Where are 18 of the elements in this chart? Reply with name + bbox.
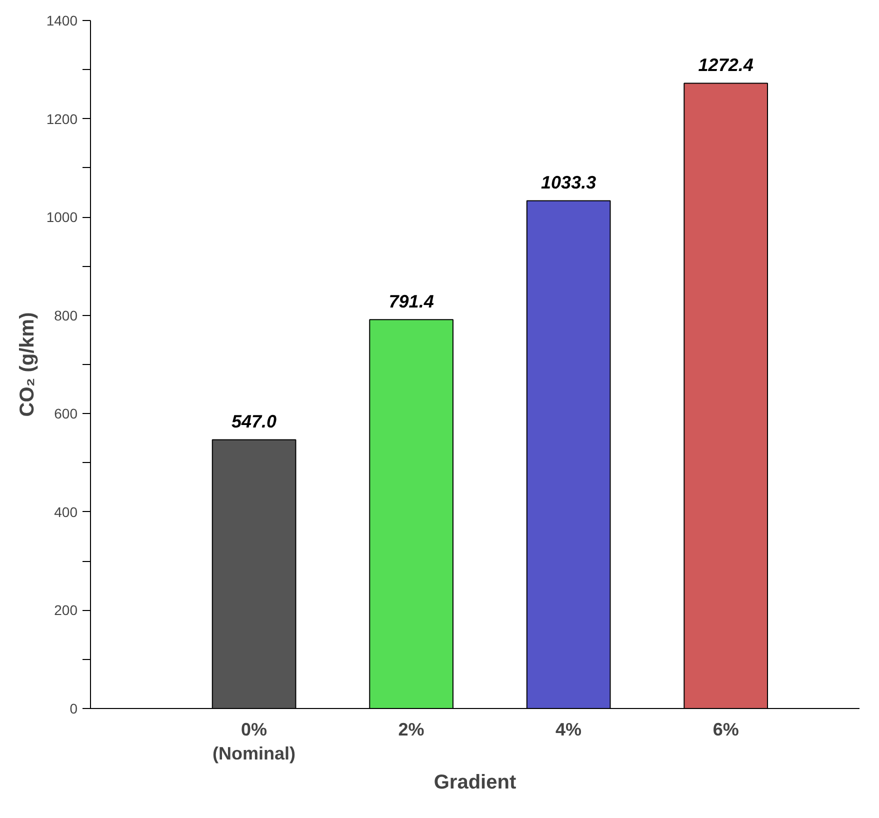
y-tick-label: 1400 [46, 12, 78, 28]
x-tick-label: 2% [398, 720, 424, 740]
data-label: 1033.3 [541, 172, 596, 193]
y-axis-title: CO₂ (g/km) [16, 312, 38, 417]
y-tick-label: 600 [54, 406, 78, 422]
y-tick-label: 200 [54, 602, 78, 618]
x-tick-label: 4% [556, 720, 582, 740]
y-tick-label: 400 [54, 504, 78, 520]
y-tick-label: 0 [70, 700, 78, 716]
x-axis-title: Gradient [434, 772, 516, 794]
data-label: 791.4 [388, 292, 434, 312]
data-label: 1272.4 [698, 55, 754, 76]
x-tick-label: 0% (Nominal) [212, 720, 296, 764]
x-tick-label: 6% [712, 720, 739, 740]
data-label: 547.0 [232, 412, 277, 432]
y-tick-label: 800 [54, 307, 78, 324]
y-tick-label: 1200 [46, 110, 78, 127]
y-tick-label: 1000 [46, 209, 78, 226]
